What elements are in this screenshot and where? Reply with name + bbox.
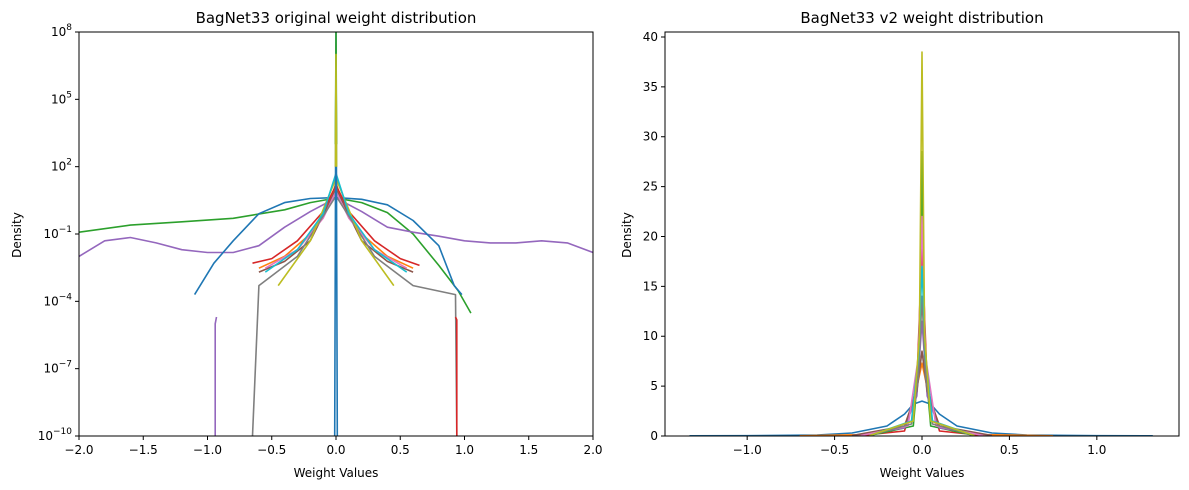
left-chart-ytick-label-4: 102 (51, 158, 72, 174)
right-chart-ytick-label-1: 5 (650, 379, 658, 393)
left-chart-plot-area (79, 32, 593, 436)
left-chart-xtick-label-4: 0.0 (326, 443, 345, 457)
left-chart-title: BagNet33 original weight distribution (196, 9, 477, 27)
left-chart-series-12 (333, 32, 339, 436)
left-chart-xtick-label-7: 1.5 (519, 443, 538, 457)
left-chart-ytick-label-0: 10−10 (38, 427, 73, 443)
right-chart-series-0 (689, 400, 1153, 436)
right-chart-series-7 (869, 295, 975, 436)
left-chart-xtick-label-0: −2.0 (64, 443, 93, 457)
left-chart-xtick-label-1: −1.5 (129, 443, 158, 457)
left-chart-xtick-label-8: 2.0 (583, 443, 602, 457)
right-chart-ytick-label-8: 40 (643, 30, 658, 44)
right-chart-series-3 (869, 150, 975, 436)
left-chart-series-11 (454, 316, 458, 436)
left-chart-ytick-label-6: 108 (51, 23, 72, 39)
left-chart: BagNet33 original weight distribution We… (10, 9, 603, 480)
left-chart-ytick-label-1: 10−7 (43, 360, 72, 376)
left-chart-xtick-label-5: 0.5 (391, 443, 410, 457)
right-chart-ytick-label-0: 0 (650, 429, 658, 443)
right-chart-xtick-label-4: 1.0 (1087, 443, 1106, 457)
right-chart-ylabel: Density (620, 212, 634, 258)
right-chart-xtick-label-2: 0.0 (912, 443, 931, 457)
right-chart-xtick-label-1: −0.5 (820, 443, 849, 457)
right-chart-ytick-label-6: 30 (643, 130, 658, 144)
left-chart-xtick-label-2: −1.0 (193, 443, 222, 457)
right-chart-series-9 (869, 51, 975, 436)
right-chart-ytick-label-4: 20 (643, 229, 658, 243)
left-chart-ylabel: Density (10, 212, 24, 258)
right-chart-ytick-label-7: 35 (643, 80, 658, 94)
left-chart-xlabel: Weight Values (294, 466, 379, 480)
left-chart-series-2 (193, 196, 463, 296)
right-chart-ytick-label-2: 10 (643, 329, 658, 343)
right-chart-series-6 (860, 215, 984, 436)
right-chart-title: BagNet33 v2 weight distribution (800, 9, 1043, 27)
left-chart-series-7 (251, 195, 458, 436)
left-chart-xtick-label-3: −0.5 (257, 443, 286, 457)
right-chart-plot-area (689, 51, 1153, 436)
right-chart-series-4 (851, 320, 993, 436)
left-chart-series-10 (214, 316, 218, 436)
right-chart-xtick-label-0: −1.0 (733, 443, 762, 457)
left-chart-series-14 (334, 53, 338, 167)
left-chart-ytick-label-3: 10−1 (43, 225, 72, 241)
left-chart-xtick-label-6: 1.0 (455, 443, 474, 457)
right-chart-xlabel: Weight Values (880, 466, 965, 480)
left-chart-ytick-label-2: 10−4 (43, 292, 72, 308)
right-chart-ytick-label-5: 25 (643, 180, 658, 194)
right-chart: BagNet33 v2 weight distribution Weight V… (620, 9, 1180, 480)
right-chart-ytick-label-3: 15 (643, 279, 658, 293)
right-chart-xtick-label-3: 0.5 (1000, 443, 1019, 457)
left-chart-ytick-label-5: 105 (51, 90, 72, 106)
